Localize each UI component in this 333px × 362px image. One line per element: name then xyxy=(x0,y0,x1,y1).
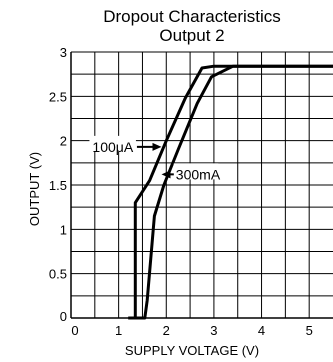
x-tick-label: 5 xyxy=(306,323,313,338)
y-tick-label: 3 xyxy=(60,45,67,60)
y-tick-label: 0.5 xyxy=(49,267,67,282)
annotation-label: 300mA xyxy=(176,166,221,182)
y-tick-label: 2 xyxy=(60,134,67,149)
x-tick-label: 4 xyxy=(258,323,265,338)
x-tick-label: 2 xyxy=(163,323,170,338)
x-tick-label: 1 xyxy=(115,323,122,338)
annotation-arrowhead xyxy=(152,142,162,151)
y-tick-label: 2.5 xyxy=(49,89,67,104)
annotation-bg xyxy=(173,163,219,180)
series-line-0 xyxy=(128,64,333,320)
x-axis-label: SUPPLY VOLTAGE (V) xyxy=(125,343,259,358)
y-tick-label: 1.5 xyxy=(49,178,67,193)
y-tick-label: 0 xyxy=(60,309,67,324)
annotation-label: 100μA xyxy=(92,139,133,155)
chart-title: Dropout Characteristics xyxy=(103,7,281,26)
annotation-bg xyxy=(89,135,136,152)
x-tick-label: 0 xyxy=(71,323,78,338)
annotation-arrowhead xyxy=(161,170,171,179)
chart-subtitle: Output 2 xyxy=(159,26,224,45)
x-tick-label: 3 xyxy=(210,323,217,338)
y-tick-label: 1 xyxy=(60,222,67,237)
series-line-1 xyxy=(130,64,333,320)
y-axis-label: OUTPUT (V) xyxy=(27,152,42,226)
